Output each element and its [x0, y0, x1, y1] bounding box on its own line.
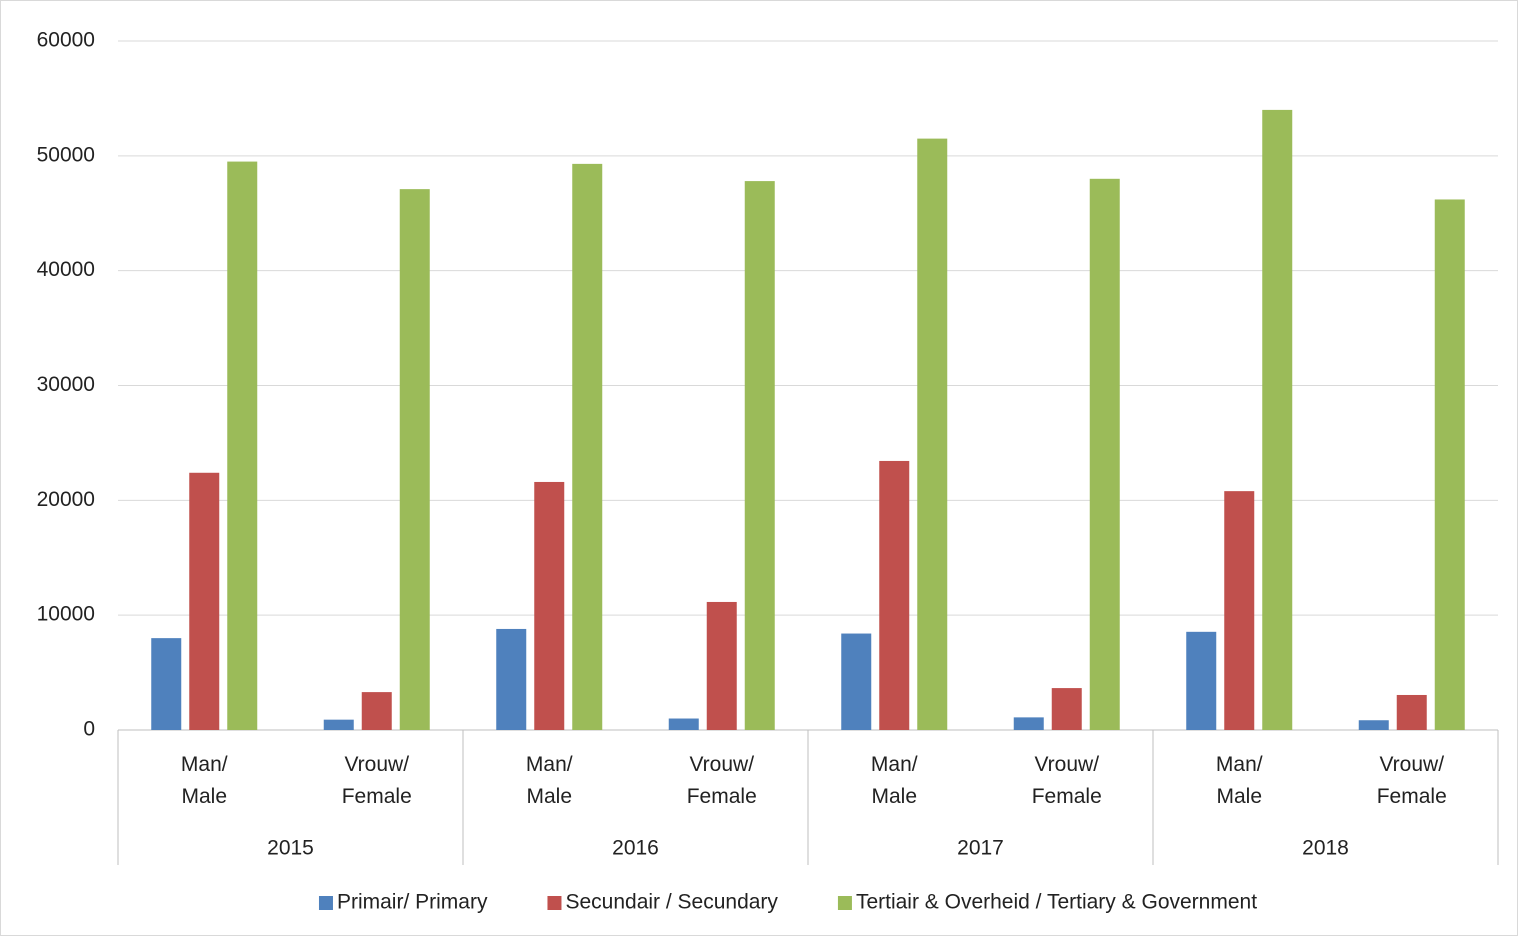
x-tick-label: Vrouw/Female [1032, 753, 1102, 808]
legend-swatch [547, 896, 562, 910]
bar [189, 472, 220, 730]
bar [399, 189, 430, 730]
bar [1434, 199, 1465, 731]
x-tick-label-line: Female [1377, 785, 1447, 808]
bar [496, 628, 527, 730]
x-tick-label: Vrouw/Female [687, 753, 757, 808]
group-label: 2018 [1302, 837, 1349, 860]
x-tick-label-line: Vrouw/ [344, 753, 409, 776]
bar [1186, 631, 1217, 730]
x-tick-label-line: Female [687, 785, 757, 808]
x-tick-label-line: Vrouw/ [1034, 753, 1099, 776]
x-tick-label-line: Vrouw/ [1379, 753, 1444, 776]
bar [1358, 720, 1389, 730]
bar [323, 719, 354, 730]
group-label: 2017 [957, 837, 1004, 860]
bar [1262, 109, 1293, 730]
x-tick-label-line: Male [526, 785, 572, 808]
x-tick-label: Vrouw/Female [342, 753, 412, 808]
x-tick-label: Man/Male [871, 753, 918, 808]
x-tick-label-line: Man/ [871, 753, 918, 776]
bar [668, 718, 699, 730]
x-tick-label: Vrouw/Female [1377, 753, 1447, 808]
y-tick-label: 20000 [37, 488, 95, 511]
x-tick-label-line: Man/ [181, 753, 228, 776]
bar [534, 481, 565, 730]
bar [1051, 688, 1082, 730]
y-tick-label: 0 [83, 718, 95, 741]
x-tick-label: Man/Male [181, 753, 228, 808]
x-tick-label-line: Man/ [526, 753, 573, 776]
x-tick-label: Man/Male [526, 753, 573, 808]
bar [879, 460, 910, 730]
bar [1396, 694, 1427, 730]
y-tick-label: 10000 [37, 603, 95, 626]
bar [744, 181, 775, 730]
bar [572, 163, 603, 730]
x-tick-label-line: Female [1032, 785, 1102, 808]
y-tick-label: 30000 [37, 373, 95, 396]
bar [227, 161, 258, 730]
bar [1013, 717, 1044, 730]
bar [1089, 178, 1120, 731]
x-tick-label-line: Male [181, 785, 227, 808]
y-tick-label: 40000 [37, 258, 95, 281]
y-tick-label: 60000 [37, 29, 95, 52]
bar [917, 138, 948, 730]
legend-label: Primair/ Primary [337, 891, 488, 914]
legend-swatch [318, 896, 333, 910]
y-tick-label: 50000 [37, 143, 95, 166]
bar [151, 638, 182, 730]
x-tick-label-line: Female [342, 785, 412, 808]
x-tick-label-line: Male [1216, 785, 1262, 808]
legend-swatch [837, 896, 852, 910]
bar [841, 633, 872, 730]
bar [1224, 491, 1255, 730]
bar [361, 692, 392, 730]
bar [706, 601, 737, 730]
x-tick-label: Man/Male [1216, 753, 1263, 808]
legend-label: Secundair / Secundary [565, 891, 778, 914]
group-label: 2015 [267, 837, 314, 860]
x-tick-label-line: Vrouw/ [689, 753, 754, 776]
legend-label: Tertiair & Overheid / Tertiary & Governm… [856, 891, 1257, 914]
x-tick-label-line: Man/ [1216, 753, 1263, 776]
x-tick-label-line: Male [871, 785, 917, 808]
group-label: 2016 [612, 837, 659, 860]
